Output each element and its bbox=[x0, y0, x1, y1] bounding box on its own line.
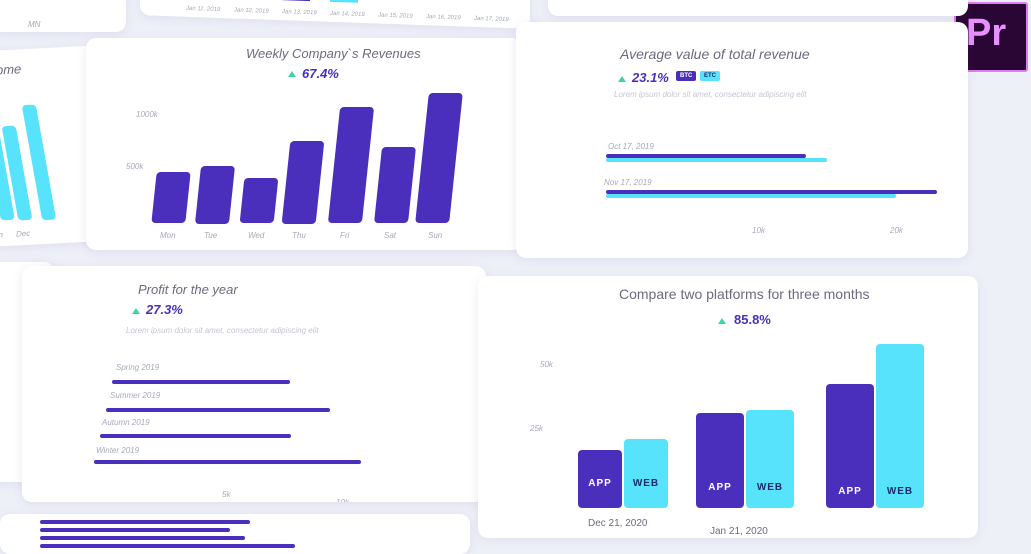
top-partial-card: Jan 11, 2019 Jan 12, 2019 Jan 13, 2019 Jan … bbox=[140, 0, 530, 29]
category-label: Dec 21, 2020 bbox=[588, 518, 648, 529]
y-tick: 1000k bbox=[136, 110, 158, 119]
average-revenue-card: Average value of total revenue 23.1% BTC… bbox=[516, 22, 968, 258]
weekly-bar bbox=[151, 171, 191, 223]
logo-text: Pr bbox=[966, 12, 1007, 54]
x-tick: Jan 17, 2019 bbox=[474, 15, 509, 24]
weekly-revenues-card: Weekly Company`s Revenues 67.4% 1000k 50… bbox=[86, 38, 522, 250]
category-label: Autumn 2019 bbox=[102, 418, 150, 427]
average-bar-etc bbox=[606, 158, 827, 162]
top-left-label: MN bbox=[28, 20, 41, 29]
up-arrow-icon bbox=[618, 76, 626, 82]
bottom-partial-card bbox=[0, 514, 470, 554]
profit-card: Profit for the year 27.3% Lorem ipsum do… bbox=[22, 266, 486, 502]
left-partial-title: ome bbox=[0, 61, 22, 78]
up-arrow-icon bbox=[718, 318, 726, 324]
compare-bar-label: WEB bbox=[756, 482, 784, 493]
x-tick: Jan 12, 2019 bbox=[234, 7, 269, 15]
top-left-partial-card: MN bbox=[0, 0, 126, 32]
x-tick: Fri bbox=[340, 231, 350, 240]
chart-title: Profit for the year bbox=[138, 282, 238, 297]
compare-bar-web bbox=[876, 344, 924, 508]
chart-title: Compare two platforms for three months bbox=[619, 286, 870, 302]
chart-title: Weekly Company`s Revenues bbox=[246, 46, 421, 61]
bottom-partial-bar bbox=[40, 544, 295, 548]
x-tick: Sat bbox=[384, 231, 397, 240]
x-tick: 10k bbox=[752, 226, 765, 235]
category-label: Winter 2019 bbox=[96, 446, 140, 455]
compare-bar-label: WEB bbox=[632, 478, 660, 489]
weekly-bar bbox=[327, 106, 375, 223]
compare-bar-web bbox=[624, 438, 668, 508]
x-tick: Jan 14, 2019 bbox=[330, 10, 365, 19]
profit-bar bbox=[100, 434, 291, 438]
chart-change: 67.4% bbox=[302, 66, 339, 81]
compare-bar-web bbox=[746, 409, 794, 508]
legend-etc: ETC bbox=[700, 71, 720, 81]
compare-bar-app bbox=[826, 384, 874, 508]
compare-bar-label: APP bbox=[708, 482, 732, 493]
chart-change: 85.8% bbox=[734, 312, 771, 327]
x-tick: Thu bbox=[292, 231, 306, 240]
top-partial-mark bbox=[330, 0, 358, 3]
category-label: Summer 2019 bbox=[110, 391, 161, 400]
weekly-bar bbox=[194, 165, 236, 223]
category-label: Oct 17, 2019 bbox=[608, 142, 654, 151]
x-tick: Jan 11, 2019 bbox=[186, 5, 221, 13]
x-tick: Sun bbox=[428, 231, 443, 240]
left-tick: Dec bbox=[16, 228, 31, 239]
weekly-bar bbox=[415, 93, 463, 223]
compare-bar-app bbox=[578, 449, 622, 508]
average-bar-etc bbox=[606, 194, 896, 198]
compare-bar-app bbox=[696, 413, 744, 508]
bottom-partial-bar bbox=[40, 536, 245, 540]
category-label: Jan 21, 2020 bbox=[710, 526, 768, 537]
profit-bar bbox=[94, 460, 362, 464]
average-bar-btc bbox=[606, 154, 807, 158]
x-tick: Jan 16, 2019 bbox=[426, 14, 461, 22]
compare-bar-label: APP bbox=[588, 478, 612, 489]
weekly-bar bbox=[373, 146, 417, 223]
chart-change: 27.3% bbox=[146, 302, 183, 317]
x-tick: Wed bbox=[248, 231, 265, 240]
bottom-partial-bar bbox=[40, 520, 250, 524]
average-bar-btc bbox=[606, 190, 938, 194]
up-arrow-icon bbox=[132, 308, 140, 314]
x-tick: Mon bbox=[160, 231, 176, 240]
x-tick: 5k bbox=[222, 490, 231, 499]
x-tick: 10k bbox=[336, 498, 349, 502]
up-arrow-icon bbox=[288, 71, 296, 77]
profit-bar bbox=[112, 380, 291, 384]
x-tick: 20k bbox=[890, 226, 903, 235]
chart-subtitle: Lorem ipsum dolor sit amet, consectetur … bbox=[614, 90, 807, 99]
y-tick: 500k bbox=[126, 162, 144, 171]
y-tick: 25k bbox=[530, 424, 543, 433]
weekly-bar bbox=[281, 140, 325, 223]
compare-platforms-card: Compare two platforms for three months 8… bbox=[478, 276, 978, 538]
category-label: Nov 17, 2019 bbox=[604, 178, 652, 187]
chart-title: Average value of total revenue bbox=[620, 46, 810, 62]
bottom-partial-bar bbox=[40, 528, 230, 532]
left-tick: pn bbox=[0, 230, 3, 240]
top-right-partial-card bbox=[548, 0, 968, 16]
legend-btc: BTC bbox=[676, 71, 697, 81]
x-tick: Jan 15, 2019 bbox=[378, 12, 413, 20]
y-tick: 50k bbox=[540, 360, 553, 369]
x-tick: Jan 13, 2019 bbox=[282, 9, 317, 17]
category-label: Spring 2019 bbox=[116, 363, 160, 372]
weekly-bar bbox=[239, 178, 279, 223]
compare-bar-label: WEB bbox=[886, 486, 914, 497]
chart-change: 23.1% bbox=[632, 70, 669, 85]
profit-bar bbox=[106, 408, 330, 412]
x-tick: Tue bbox=[204, 231, 218, 240]
chart-subtitle: Lorem ipsum dolor sit amet, consectetur … bbox=[126, 326, 319, 335]
top-partial-mark bbox=[282, 0, 310, 2]
compare-bar-label: APP bbox=[838, 486, 862, 497]
